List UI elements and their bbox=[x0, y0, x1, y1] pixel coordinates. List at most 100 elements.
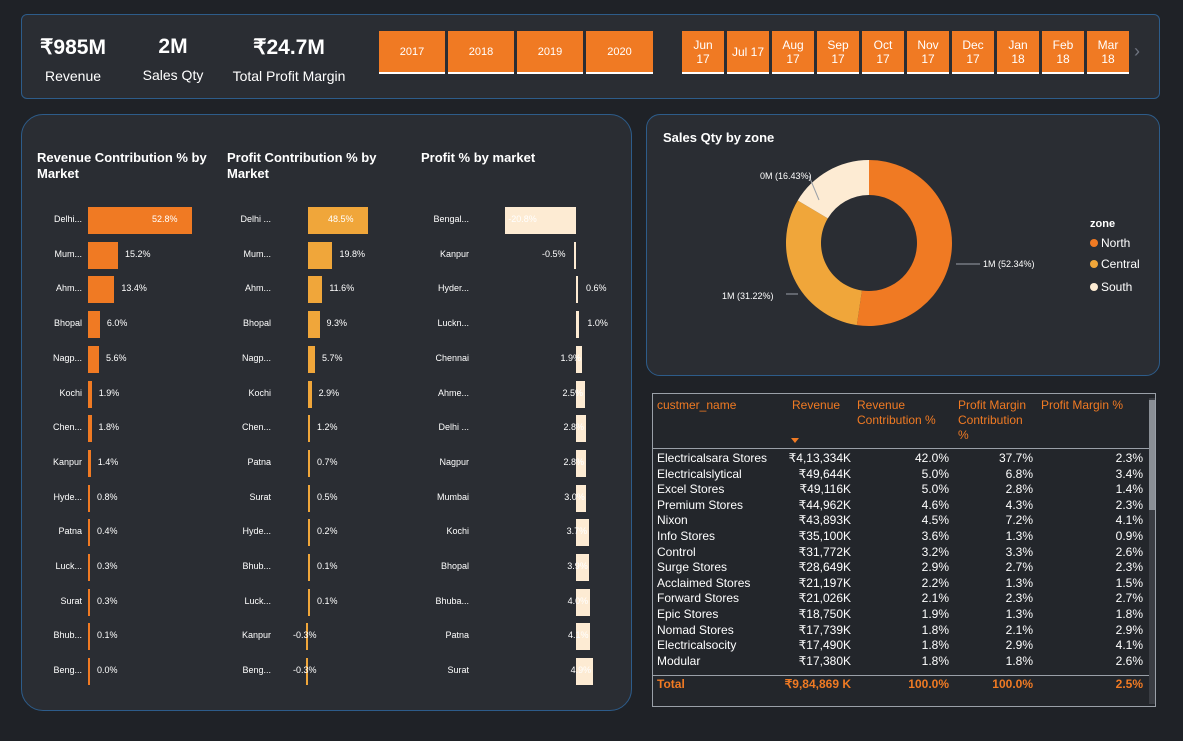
bar[interactable] bbox=[574, 241, 576, 269]
table-cell: ₹21,197K bbox=[798, 575, 851, 590]
table-cell: 3.2% bbox=[921, 544, 949, 559]
month-button[interactable]: Jul 17 bbox=[727, 31, 769, 74]
month-button[interactable]: Jan 18 bbox=[997, 31, 1039, 74]
bar[interactable] bbox=[505, 207, 576, 234]
bar-value-label: 2.8% bbox=[563, 456, 585, 467]
legend-dot bbox=[1090, 283, 1098, 291]
year-button-2017[interactable]: 2017 bbox=[379, 31, 445, 74]
bar[interactable] bbox=[576, 449, 586, 477]
table-cell: 0.9% bbox=[1115, 529, 1143, 543]
bar[interactable] bbox=[308, 554, 310, 581]
column-header-profit-margin[interactable]: Profit Margin % bbox=[1041, 398, 1124, 412]
bar[interactable] bbox=[88, 588, 90, 616]
bar[interactable] bbox=[576, 311, 580, 339]
year-button-2019[interactable]: 2019 bbox=[517, 31, 583, 74]
bar[interactable] bbox=[88, 241, 118, 269]
bar[interactable] bbox=[88, 276, 115, 304]
legend-item-south[interactable]: South bbox=[1090, 280, 1132, 294]
bar[interactable] bbox=[306, 658, 308, 686]
bar[interactable] bbox=[88, 658, 90, 686]
bar-category-label: Kochi bbox=[248, 387, 271, 398]
month-label: Nov bbox=[917, 37, 939, 52]
table-cell: 2.9% bbox=[921, 560, 949, 575]
year-button-2020[interactable]: 2020 bbox=[586, 31, 653, 74]
bar-category-label: Hyder... bbox=[437, 283, 469, 294]
table-scrollbar-thumb[interactable] bbox=[1149, 400, 1155, 510]
bar[interactable] bbox=[88, 449, 91, 477]
bar[interactable] bbox=[308, 449, 310, 477]
column-header-profit-margin-contribution[interactable]: Profit Margin Contribution % bbox=[958, 398, 1027, 442]
month-button[interactable]: Nov 17 bbox=[907, 31, 949, 74]
legend-label: North bbox=[1101, 236, 1131, 250]
column-header-revenue-contribution[interactable]: Revenue Contribution % bbox=[857, 398, 936, 427]
donut-slice-north[interactable] bbox=[856, 160, 953, 326]
month-button[interactable]: Aug 17 bbox=[772, 31, 814, 74]
bar[interactable] bbox=[576, 588, 590, 616]
bar[interactable] bbox=[576, 484, 587, 512]
month-button[interactable]: Jun 17 bbox=[682, 31, 724, 74]
legend-item-central[interactable]: Central bbox=[1090, 257, 1140, 271]
bar[interactable] bbox=[576, 519, 589, 547]
bar-category-label: Bengal... bbox=[433, 214, 469, 224]
bar[interactable] bbox=[576, 554, 590, 581]
bar[interactable] bbox=[88, 484, 90, 512]
bar[interactable] bbox=[308, 207, 368, 234]
bar[interactable] bbox=[308, 241, 333, 269]
bar[interactable] bbox=[88, 554, 90, 581]
donut-label-south: 0M (16.43%) bbox=[760, 171, 812, 181]
month-year: 18 bbox=[1101, 51, 1115, 66]
bar[interactable] bbox=[576, 345, 583, 373]
bar-category-label: Bhopal bbox=[440, 561, 469, 571]
bar-category-label: Ahm... bbox=[55, 283, 82, 294]
month-button[interactable]: Feb 18 bbox=[1042, 31, 1084, 74]
bar[interactable] bbox=[576, 623, 590, 651]
legend-item-north[interactable]: North bbox=[1090, 236, 1130, 250]
bar[interactable] bbox=[308, 276, 323, 304]
bar[interactable] bbox=[88, 380, 92, 408]
bar-category-label: Surat bbox=[249, 491, 271, 502]
bar[interactable] bbox=[576, 276, 579, 304]
table-cell: 2.3% bbox=[1115, 497, 1143, 512]
bar[interactable] bbox=[576, 380, 585, 408]
bar-category-label: Patna bbox=[58, 526, 82, 537]
bar[interactable] bbox=[88, 415, 92, 443]
bar[interactable] bbox=[308, 484, 310, 512]
bar[interactable] bbox=[308, 588, 310, 616]
month-label: Mar bbox=[1097, 37, 1119, 52]
bar[interactable] bbox=[308, 345, 316, 373]
bar[interactable] bbox=[308, 311, 320, 339]
month-label: Aug bbox=[782, 37, 804, 52]
bar[interactable] bbox=[88, 623, 90, 651]
bar[interactable] bbox=[576, 658, 593, 686]
bar[interactable] bbox=[308, 415, 310, 443]
table-cell: 4.6% bbox=[921, 497, 949, 512]
month-button[interactable]: Mar 18 bbox=[1087, 31, 1129, 74]
bar[interactable] bbox=[88, 207, 192, 234]
donut-slice-central[interactable] bbox=[786, 200, 862, 326]
sort-descending-icon[interactable] bbox=[791, 438, 799, 443]
table-cell: 1.3% bbox=[1005, 607, 1033, 621]
month-year: 17 bbox=[921, 51, 935, 66]
bar[interactable] bbox=[308, 380, 312, 408]
bar[interactable] bbox=[306, 623, 308, 651]
bar[interactable] bbox=[308, 519, 310, 547]
bar[interactable] bbox=[576, 415, 586, 443]
table-cell: ₹18,750K bbox=[798, 607, 851, 621]
month-button[interactable]: Dec 17 bbox=[952, 31, 994, 74]
bar[interactable] bbox=[88, 311, 100, 339]
table-cell: 1.3% bbox=[1005, 529, 1033, 543]
table-cell: 2.1% bbox=[1005, 622, 1033, 637]
bar[interactable] bbox=[88, 345, 100, 373]
table-cell: 6.8% bbox=[1005, 466, 1033, 481]
table-scrollbar-track[interactable] bbox=[1149, 398, 1155, 704]
month-button[interactable]: Sep 17 bbox=[817, 31, 859, 74]
bar[interactable] bbox=[88, 519, 90, 547]
year-button-2018[interactable]: 2018 bbox=[448, 31, 514, 74]
table-cell: 2.6% bbox=[1115, 653, 1143, 668]
donut-slice-south[interactable] bbox=[797, 160, 869, 219]
column-header-revenue[interactable]: Revenue bbox=[792, 398, 841, 412]
chevron-right-icon[interactable]: › bbox=[1134, 41, 1140, 61]
month-button[interactable]: Oct 17 bbox=[862, 31, 904, 74]
table-cell-customer: Acclaimed Stores bbox=[657, 575, 751, 590]
column-header-customer[interactable]: custmer_name bbox=[657, 398, 737, 412]
